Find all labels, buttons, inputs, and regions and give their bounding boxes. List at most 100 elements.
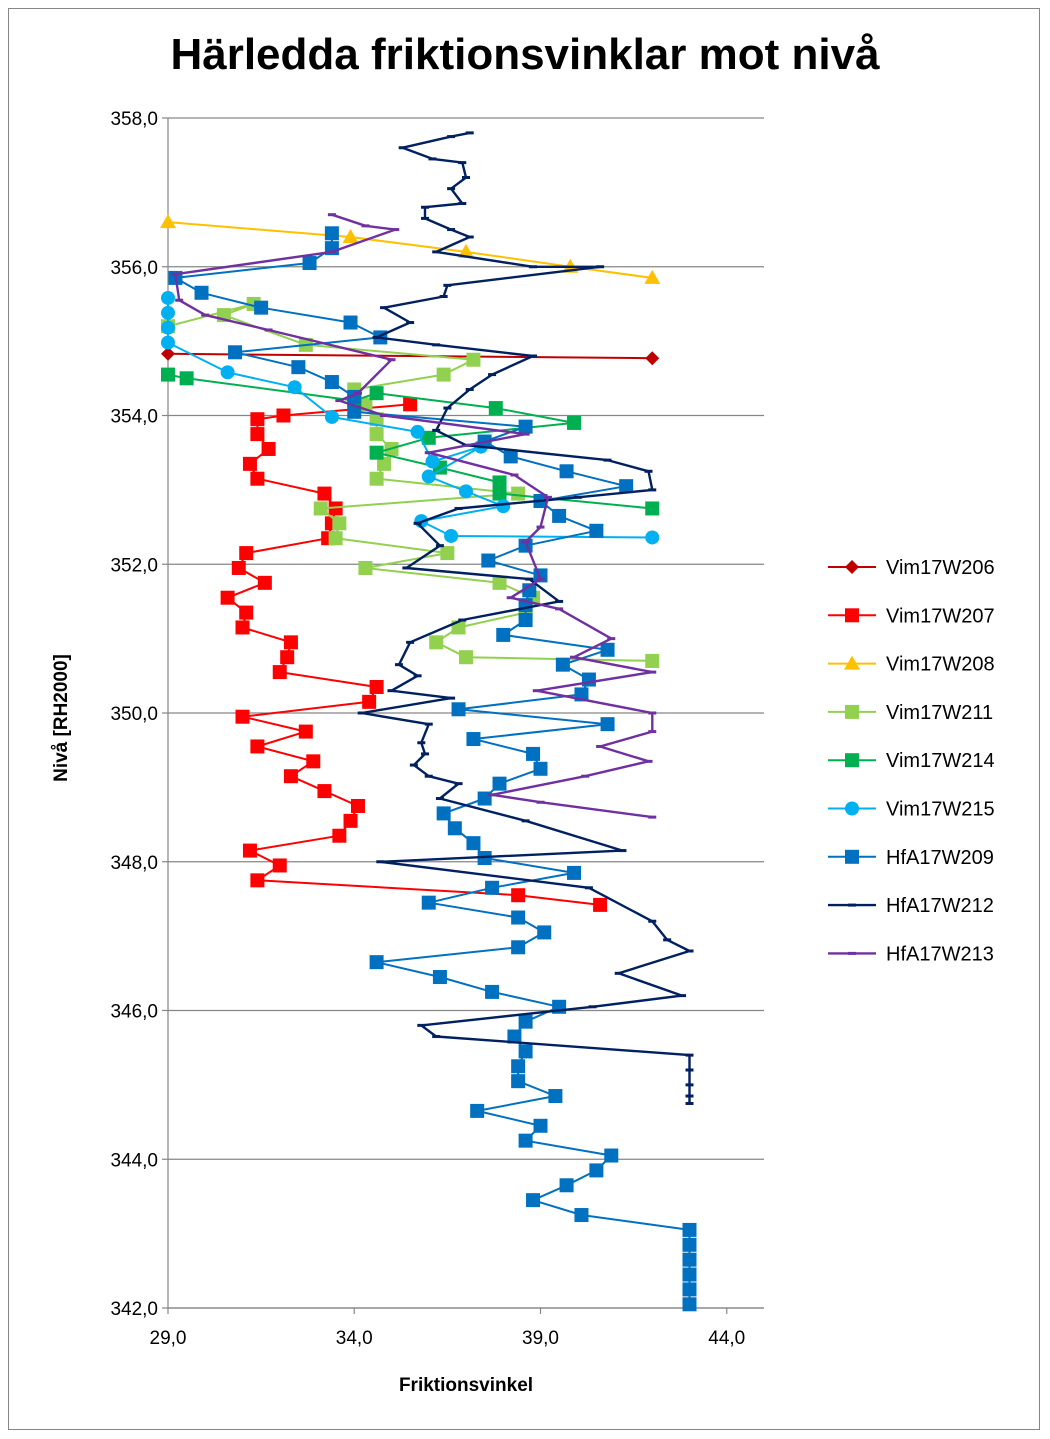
data-point xyxy=(685,1094,694,1098)
data-point xyxy=(443,283,452,287)
data-point xyxy=(358,560,373,575)
legend-item: Vim17W206 xyxy=(828,557,995,579)
data-point xyxy=(432,970,447,985)
data-point xyxy=(239,546,254,561)
data-point xyxy=(447,696,456,700)
data-point xyxy=(376,860,385,864)
data-point xyxy=(559,1178,574,1193)
data-point xyxy=(380,306,389,310)
data-point xyxy=(451,702,466,717)
data-point xyxy=(436,367,451,382)
data-point xyxy=(458,202,467,206)
data-point xyxy=(644,759,653,763)
data-point xyxy=(380,414,389,417)
tick-labels: 358,0 356,0 354,0 352,0 350,0 348,0 346,0 344,0… xyxy=(110,109,745,1349)
data-point xyxy=(343,315,358,330)
y-tick-label: 356,0 xyxy=(110,258,158,279)
data-point xyxy=(511,888,526,903)
data-point xyxy=(589,523,604,538)
data-point xyxy=(272,858,287,873)
y-tick-label: 342,0 xyxy=(110,1299,158,1320)
series-Vim17W215 xyxy=(161,290,660,545)
legend-label: HfA17W209 xyxy=(886,847,994,869)
data-point xyxy=(369,679,384,694)
data-point xyxy=(511,940,526,955)
data-point xyxy=(410,424,425,439)
data-point xyxy=(555,599,564,603)
series-HfA17W213 xyxy=(171,213,657,819)
data-point xyxy=(179,371,194,386)
data-point xyxy=(485,880,500,895)
y-tick-label: 344,0 xyxy=(110,1150,158,1171)
legend-item: HfA17W209 xyxy=(828,847,994,869)
series-line xyxy=(360,131,691,1105)
data-point xyxy=(220,365,235,380)
data-point xyxy=(250,471,265,486)
data-point xyxy=(685,1083,694,1087)
data-point xyxy=(682,1282,697,1297)
data-point xyxy=(466,836,481,851)
data-point xyxy=(291,360,306,375)
data-point xyxy=(536,525,545,529)
data-point xyxy=(511,486,526,501)
data-point xyxy=(682,1222,697,1237)
data-point xyxy=(424,722,433,726)
series-Vim17W208 xyxy=(160,214,661,284)
data-point xyxy=(432,428,441,432)
data-point xyxy=(421,895,436,910)
gridlines xyxy=(168,117,764,1309)
data-point xyxy=(567,865,582,880)
data-point xyxy=(298,724,313,739)
data-point xyxy=(447,187,456,191)
data-point xyxy=(458,618,467,622)
data-point xyxy=(518,1014,533,1029)
data-point xyxy=(447,821,462,836)
data-point xyxy=(459,484,473,499)
data-point xyxy=(447,228,456,232)
data-point xyxy=(604,1148,619,1163)
data-point xyxy=(845,560,859,574)
data-point xyxy=(421,469,436,484)
data-point xyxy=(443,406,452,410)
data-point xyxy=(488,373,497,377)
data-point xyxy=(353,391,362,395)
data-point xyxy=(645,351,660,366)
data-point xyxy=(648,815,657,819)
data-point xyxy=(496,499,511,514)
data-point xyxy=(845,704,859,719)
legend-item: Vim17W211 xyxy=(828,702,993,724)
data-point xyxy=(848,903,856,907)
data-point xyxy=(844,655,860,670)
data-point xyxy=(465,131,474,135)
data-point xyxy=(521,819,530,823)
data-point xyxy=(492,776,507,791)
data-point xyxy=(644,269,661,284)
data-point xyxy=(328,501,343,516)
data-point xyxy=(678,994,687,998)
data-point xyxy=(488,401,503,416)
data-point xyxy=(328,531,343,546)
data-point xyxy=(402,566,411,570)
legend-label: HfA17W213 xyxy=(886,943,994,965)
data-point xyxy=(283,635,298,650)
data-point xyxy=(581,672,596,687)
legend-item: Vim17W207 xyxy=(828,605,995,627)
data-point xyxy=(522,583,537,598)
data-point xyxy=(570,655,579,659)
data-point xyxy=(536,577,545,581)
data-point xyxy=(235,620,250,635)
x-tick-label: 44,0 xyxy=(708,1328,745,1349)
data-point xyxy=(526,746,541,761)
data-point xyxy=(496,627,511,642)
data-point xyxy=(645,653,660,668)
data-point xyxy=(424,774,433,778)
legend-item: Vim17W208 xyxy=(828,654,995,676)
data-point xyxy=(175,298,184,302)
y-tick-label: 346,0 xyxy=(110,1002,158,1023)
legend-label: Vim17W214 xyxy=(886,750,995,772)
legend-label: Vim17W206 xyxy=(886,557,995,579)
series-layer xyxy=(160,131,697,1312)
data-point xyxy=(470,1103,485,1118)
legend-item: Vim17W214 xyxy=(828,750,995,772)
data-point xyxy=(343,813,358,828)
